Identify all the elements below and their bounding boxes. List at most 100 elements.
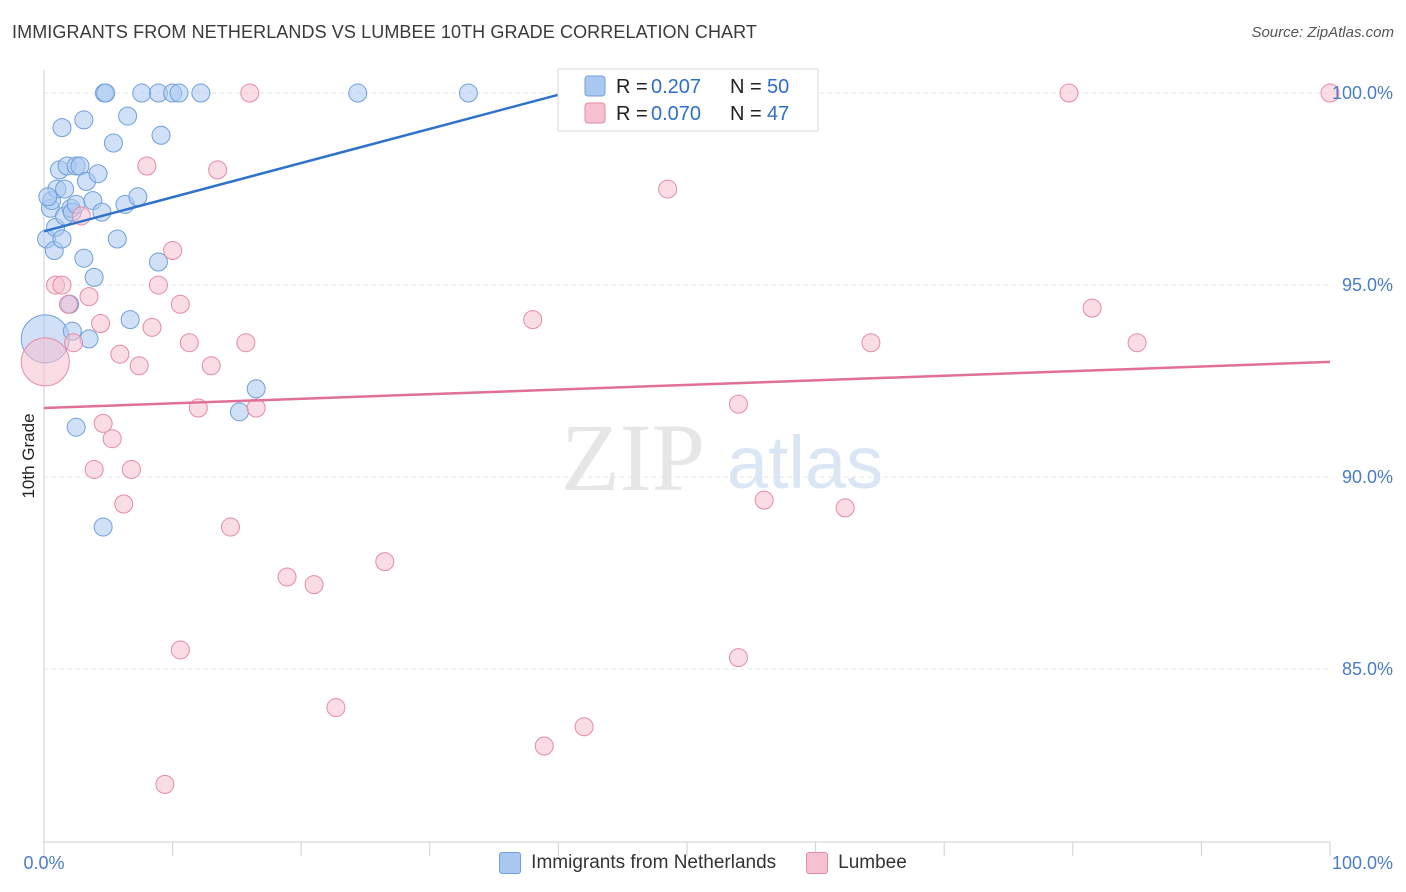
legend-n-label-2: N = [730,103,762,125]
lumbee-point-20 [170,294,190,314]
netherlands-point-36 [120,310,140,330]
lumbee-point-13 [121,459,141,479]
netherlands-point-29 [93,517,113,537]
watermark: ZIP atlas [561,404,883,511]
chart-source: Source: ZipAtlas.com [1251,24,1394,41]
lumbee-point-8 [91,313,111,333]
legend-r-label-2: R = [616,103,648,125]
lumbee-point-39 [728,648,748,668]
lumbee-point-15 [137,156,157,176]
lumbee-point-43 [1059,83,1079,103]
lumbee-point-26 [220,517,240,537]
netherlands-point-31 [96,83,116,103]
lumbee-point-6 [79,287,99,307]
netherlands-point-40 [148,252,168,272]
x-tick-labels: 0.0% 100.0% [23,853,1393,873]
series-lumbee-points [20,83,1340,794]
lumbee-point-35 [534,736,554,756]
netherlands-point-45 [229,402,249,422]
netherlands-point-41 [151,125,171,145]
netherlands-point-43 [169,83,189,103]
lumbee-point-17 [148,275,168,295]
series-legend: Immigrants from Netherlands Lumbee [0,852,1406,874]
lumbee-point-7 [84,459,104,479]
lumbee-point-37 [658,179,678,199]
lumbee-point-2 [52,275,72,295]
legend-swatch-netherlands [499,852,522,874]
legend-n-value-2: 47 [767,103,789,125]
netherlands-point-35 [118,106,138,126]
y-tick-label-3: 100.0% [1332,83,1393,103]
legend-r-label-1: R = [616,76,648,98]
netherlands-point-11 [55,179,75,199]
legend-swatch-lumbee [806,852,829,874]
lumbee-point-31 [304,575,324,595]
netherlands-point-9 [52,229,72,249]
lumbee-point-24 [201,356,221,376]
lumbee-point-18 [155,774,175,794]
netherlands-point-26 [84,267,104,287]
lumbee-point-22 [179,333,199,353]
netherlands-point-33 [107,229,127,249]
lumbee-point-34 [523,310,543,330]
legend-item-netherlands: Immigrants from Netherlands [499,852,776,874]
lumbee-point-9 [93,413,113,433]
watermark-zip: ZIP [561,404,705,511]
legend-swatch-blue [584,75,606,97]
netherlands-point-8 [52,118,72,138]
legend-item-lumbee: Lumbee [806,852,907,874]
netherlands-point-49 [38,187,58,207]
legend-label-lumbee: Lumbee [838,852,907,873]
stats-legend: R = 0.207 N = 50 R = 0.070 N = 47 [557,68,819,132]
lumbee-point-44 [1082,298,1102,318]
trend-lines [43,91,1331,410]
lumbee-point-29 [240,83,260,103]
y-tick-label-0: 85.0% [1342,659,1393,679]
netherlands-point-38 [132,83,152,103]
netherlands-point-47 [348,83,368,103]
lumbee-point-21 [170,640,190,660]
lumbee-point-36 [574,717,594,737]
netherlands-point-46 [246,379,266,399]
watermark-atlas: atlas [727,421,883,504]
netherlands-point-22 [74,248,94,268]
y-axis-label: 10th Grade [19,413,38,498]
legend-swatch-pink [584,102,606,124]
legend-r-value-1: 0.207 [651,76,701,98]
chart-title: IMMIGRANTS FROM NETHERLANDS VS LUMBEE 10… [12,22,758,42]
lumbee-point-38 [728,394,748,414]
lumbee-point-30 [277,567,297,587]
lumbee-point-10 [102,429,122,449]
y-tick-label-1: 90.0% [1342,467,1393,487]
lumbee-point-3 [58,294,78,314]
lumbee-point-40 [754,490,774,510]
lumbee-point-27 [236,333,256,353]
lumbee-point-16 [142,317,162,337]
lumbee-point-32 [326,698,346,718]
netherlands-point-32 [103,133,123,153]
lumbee-point-42 [861,333,881,353]
legend-n-value-1: 50 [767,76,789,98]
lumbee-point-19 [163,241,183,261]
lumbee-point-46 [1320,83,1340,103]
y-tick-labels: 85.0% 90.0% 95.0% 100.0% [1332,83,1393,679]
legend-r-value-2: 0.070 [651,103,701,125]
netherlands-point-37 [128,187,148,207]
x-tick-label-min: 0.0% [23,853,64,873]
netherlands-point-27 [88,164,108,184]
x-tick-label-max: 100.0% [1332,853,1393,873]
lumbee-point-11 [110,344,130,364]
netherlands-point-17 [66,417,86,437]
lumbee-point-0 [20,337,70,387]
lumbee-point-45 [1127,333,1147,353]
lumbee-point-28 [246,398,266,418]
netherlands-trend-line [43,91,566,233]
legend-label-netherlands: Immigrants from Netherlands [531,852,777,873]
netherlands-point-44 [191,83,211,103]
lumbee-point-25 [208,160,228,180]
lumbee-point-41 [835,498,855,518]
lumbee-point-33 [375,552,395,572]
netherlands-point-21 [74,110,94,130]
y-tick-label-2: 95.0% [1342,275,1393,295]
